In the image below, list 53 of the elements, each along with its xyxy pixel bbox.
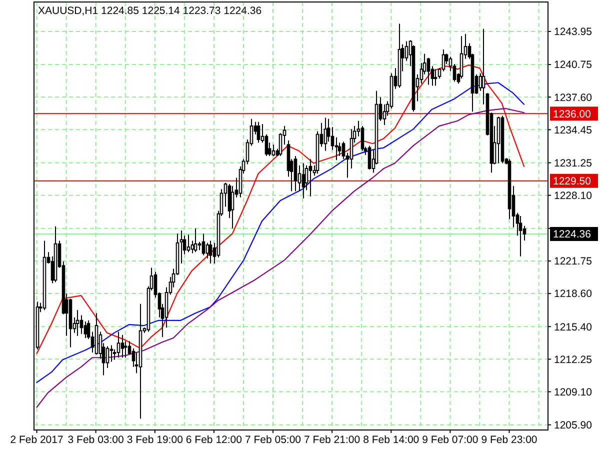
candlestick [482, 28, 486, 105]
y-tick-label: 1212.25 [554, 354, 592, 366]
x-tick-label: 3 Feb 03:00 [68, 434, 124, 446]
x-tick-label: 8 Feb 14:00 [363, 434, 420, 446]
x-tick-label: 7 Feb 21:00 [304, 434, 360, 446]
y-tick-label: 1228.10 [554, 190, 592, 202]
y-tick-label: 1231.25 [554, 157, 592, 170]
candlestick [120, 334, 124, 358]
chart-title: XAUUSD,H1 1224.85 1225.14 1223.73 1224.36 [38, 5, 262, 17]
ref-line-label: 1236.00 [553, 108, 592, 120]
y-tick-label: 1237.60 [554, 92, 592, 104]
x-tick-label: 9 Feb 23:00 [481, 434, 538, 446]
candlestick [294, 156, 298, 192]
candlestick [308, 158, 312, 197]
candlestick [94, 312, 98, 356]
y-tick-label: 1243.95 [554, 26, 592, 38]
candlestick [54, 226, 58, 283]
line-series [36, 108, 525, 408]
candlestick [272, 144, 276, 157]
candlestick [518, 216, 522, 257]
candlestick [500, 115, 504, 164]
candlestick [324, 117, 328, 152]
candlestick [302, 162, 306, 199]
x-tick-label: 6 Feb 12:00 [186, 434, 242, 446]
x-tick-label: 3 Feb 19:00 [126, 434, 184, 446]
ref-line-label: 1229.50 [553, 176, 592, 188]
y-tick-label: 1218.60 [554, 288, 592, 300]
y-tick-label: 1205.90 [554, 420, 592, 432]
candlestick [76, 310, 80, 336]
candlestick [412, 44, 416, 112]
x-tick-label: 2 Feb 2017 [10, 434, 64, 446]
candlestick [186, 234, 190, 253]
candlestick [426, 57, 430, 86]
x-tick-label: 9 Feb 07:00 [422, 434, 478, 446]
candlestick [368, 145, 372, 170]
candlestick [180, 230, 184, 264]
candlestick [202, 233, 206, 256]
candlestick [398, 23, 402, 88]
candlestick [138, 303, 142, 420]
candlestick [256, 121, 260, 144]
y-tick-label: 1221.75 [554, 256, 592, 268]
y-tick-label: 1240.75 [554, 59, 592, 72]
candlestick [208, 240, 212, 264]
candlestick [496, 116, 500, 164]
y-tick-label: 1209.10 [554, 386, 592, 398]
candlestick [116, 331, 120, 358]
x-tick-label: 7 Feb 05:00 [244, 434, 302, 446]
ref-line-label: 1224.36 [553, 228, 592, 241]
y-tick-label: 1215.40 [554, 321, 592, 334]
candlestick [42, 240, 46, 311]
candlestick [434, 68, 438, 86]
candlestick [194, 228, 198, 253]
y-tick-label: 1234.45 [554, 124, 592, 136]
